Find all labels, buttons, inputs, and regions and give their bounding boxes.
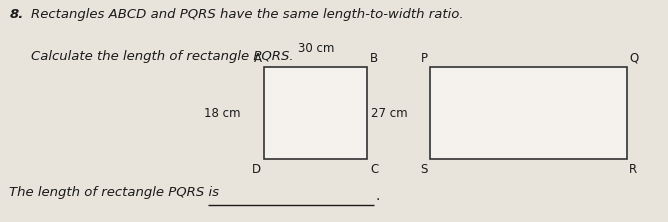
Text: 27 cm: 27 cm <box>371 107 407 120</box>
Text: 8.: 8. <box>9 8 23 21</box>
Text: 30 cm: 30 cm <box>297 42 334 55</box>
Text: .: . <box>376 189 380 203</box>
Text: 18 cm: 18 cm <box>204 107 241 120</box>
Bar <box>264 67 367 159</box>
Text: P: P <box>421 52 428 65</box>
Text: Rectangles ABCD and PQRS have the same length-to-width ratio.: Rectangles ABCD and PQRS have the same l… <box>31 8 464 21</box>
Text: Calculate the length of rectangle PQRS.: Calculate the length of rectangle PQRS. <box>31 50 294 63</box>
Text: C: C <box>370 163 378 176</box>
Text: D: D <box>253 163 261 176</box>
Text: B: B <box>370 52 378 65</box>
Text: The length of rectangle PQRS is: The length of rectangle PQRS is <box>9 186 219 199</box>
Text: A: A <box>253 52 261 65</box>
Bar <box>430 67 627 159</box>
Text: S: S <box>420 163 428 176</box>
Text: R: R <box>629 163 637 176</box>
Text: Q: Q <box>629 52 639 65</box>
